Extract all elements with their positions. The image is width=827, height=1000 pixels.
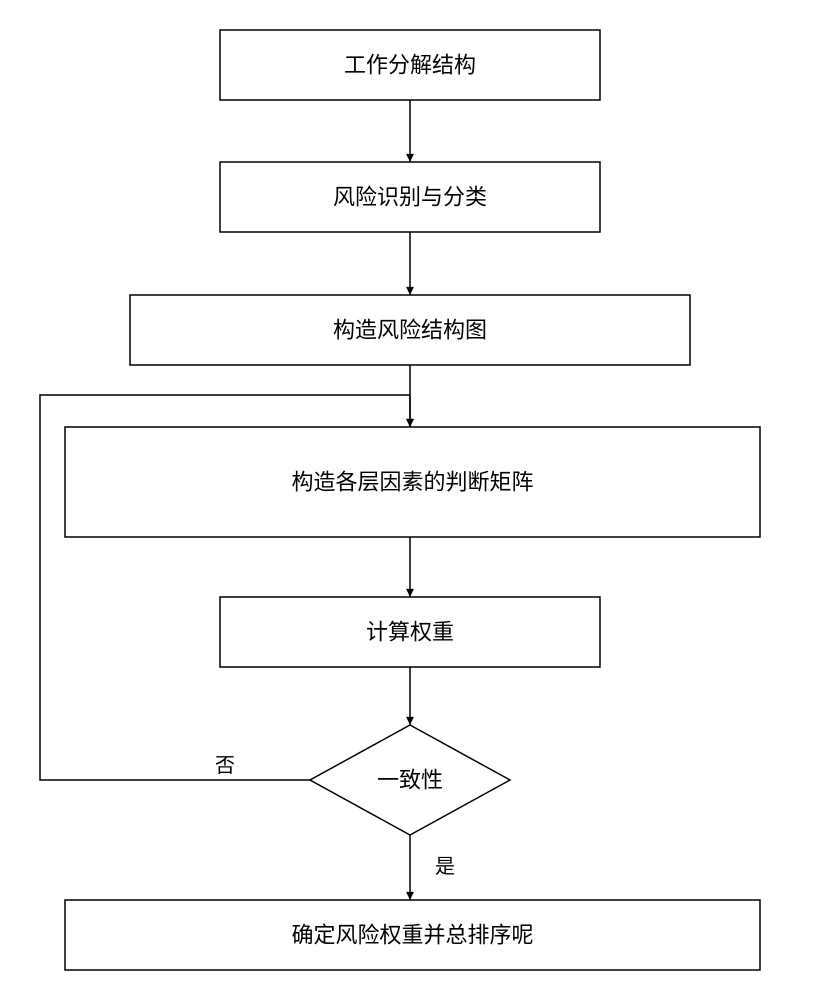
arrowhead — [406, 154, 414, 162]
flow-box-label: 构造各层因素的判断矩阵 — [291, 470, 533, 495]
flow-box-label: 确定风险权重并总排序呢 — [291, 923, 533, 948]
flow-box-label: 工作分解结构 — [344, 53, 476, 78]
flowchart-canvas: 是 否 工作分解结构风险识别与分类构造风险结构图构造各层因素的判断矩阵计算权重一致… — [0, 0, 827, 1000]
flow-box-label: 风险识别与分类 — [333, 185, 487, 210]
edge-label: 是 — [435, 856, 455, 878]
arrowhead — [406, 892, 414, 900]
arrowhead — [406, 419, 414, 427]
flow-decision-label: 一致性 — [377, 768, 443, 793]
arrowhead — [406, 287, 414, 295]
edge-label: 否 — [215, 755, 235, 777]
arrowhead — [406, 589, 414, 597]
flow-box-label: 构造风险结构图 — [333, 318, 487, 343]
arrowhead — [406, 717, 414, 725]
flow-box-label: 计算权重 — [366, 620, 454, 645]
